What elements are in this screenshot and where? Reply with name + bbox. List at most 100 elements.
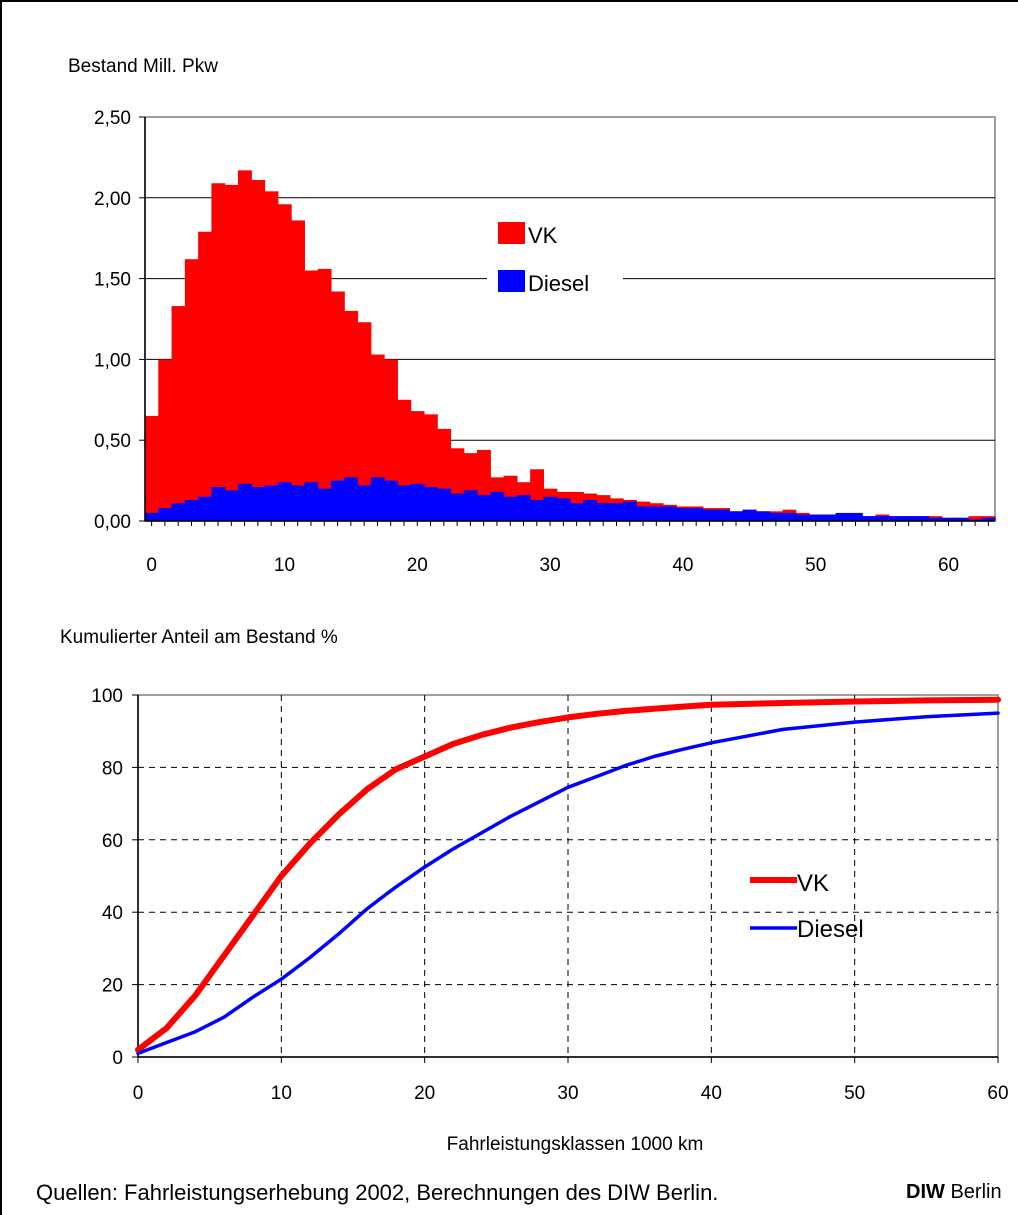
x-tick-label: 10 — [271, 1083, 292, 1104]
brand-bold: DIW — [906, 1181, 945, 1203]
bar-diesel — [384, 480, 398, 521]
bar-diesel — [888, 516, 903, 521]
bar-vk — [251, 180, 266, 522]
legend-label-vk: VK — [797, 870, 829, 897]
bar-diesel — [662, 506, 677, 521]
bar-vk — [224, 184, 239, 521]
x-tick-label: 20 — [414, 1083, 435, 1104]
series-line-diesel — [136, 711, 1000, 1056]
bar-vk — [145, 415, 159, 521]
bar-diesel — [915, 516, 930, 521]
x-tick-label: 40 — [701, 1083, 722, 1104]
bar-diesel — [516, 495, 531, 521]
legend-label-diesel: Diesel — [797, 916, 864, 943]
bar-diesel — [370, 477, 385, 521]
bar-vk — [171, 306, 186, 521]
bar-diesel — [623, 501, 638, 521]
bar-vk — [344, 310, 359, 521]
bar-diesel — [636, 506, 651, 521]
bar-diesel — [928, 517, 943, 521]
bar-vk — [968, 516, 983, 521]
bar-diesel — [184, 499, 199, 521]
bar-chart-ylabel: Bestand Mill. Pkw — [68, 56, 218, 77]
x-tick-label: 10 — [274, 555, 295, 576]
bar-diesel — [357, 485, 372, 521]
legend-swatch-diesel — [498, 270, 525, 292]
bar-diesel — [437, 488, 452, 521]
bar-diesel — [596, 503, 611, 521]
x-tick-label: 30 — [557, 1083, 578, 1104]
bar-diesel — [729, 511, 744, 521]
legend-swatch-vk — [498, 222, 525, 244]
bar-diesel — [795, 514, 810, 521]
bar-diesel — [304, 482, 319, 521]
bar-chart: 0,00 0,50 1,00 1,50 2,00 2,50 0 10 20 30 40 50 60 VK D… — [94, 108, 996, 576]
bar-vk — [317, 268, 332, 521]
brand-label: DIW Berlin — [906, 1181, 1002, 1204]
y-tick-label: 100 — [91, 686, 123, 707]
bar-diesel — [782, 512, 797, 521]
bar-diesel — [716, 509, 730, 521]
bar-vk — [237, 170, 252, 521]
x-tick-label: 0 — [146, 555, 157, 576]
bar-vk — [198, 231, 213, 521]
brand-rest: Berlin — [944, 1181, 1002, 1203]
bar-vk — [158, 359, 173, 521]
bar-diesel — [702, 509, 717, 521]
x-tick-label: 60 — [938, 555, 959, 576]
bar-diesel — [291, 485, 305, 521]
bar-diesel — [835, 512, 850, 521]
bar-vk — [330, 291, 345, 521]
bar-diesel — [769, 512, 784, 521]
bar-diesel — [689, 508, 704, 521]
y-tick-label: 80 — [102, 758, 123, 779]
bar-diesel — [941, 517, 956, 521]
bar-vk — [357, 322, 372, 521]
bar-diesel — [317, 488, 332, 521]
source-note: Quellen: Fahrleistungserhebung 2002, Ber… — [36, 1180, 719, 1205]
bar-diesel — [875, 516, 890, 521]
y-tick-label: 2,00 — [94, 189, 131, 210]
y-tick-label: 1,00 — [94, 350, 131, 371]
bar-diesel — [609, 503, 624, 521]
x-tick-label: 20 — [407, 555, 428, 576]
bar-diesel — [330, 480, 345, 521]
bar-vk — [211, 183, 226, 522]
bar-diesel — [490, 491, 505, 521]
y-tick-label: 20 — [102, 976, 123, 997]
bar-diesel — [211, 487, 226, 521]
x-tick-label: 0 — [133, 1083, 144, 1104]
bar-diesel — [198, 496, 213, 521]
bar-diesel — [145, 512, 159, 521]
y-tick-label: 0 — [112, 1048, 123, 1069]
y-tick-label: 40 — [102, 903, 123, 924]
bar-diesel — [822, 514, 837, 521]
bar-vk — [291, 220, 305, 521]
bar-diesel — [171, 503, 186, 521]
bar-diesel — [955, 517, 970, 521]
y-tick-label: 0,50 — [94, 431, 131, 452]
bar-vk — [304, 270, 319, 521]
bar-diesel — [503, 496, 518, 521]
x-tick-label: 40 — [672, 555, 693, 576]
x-axis-title: Fahrleistungsklassen 1000 km — [447, 1134, 704, 1155]
bar-diesel — [423, 487, 438, 521]
bar-diesel — [755, 511, 770, 521]
bar-diesel — [397, 485, 412, 521]
y-tick-label: 60 — [102, 831, 123, 852]
bar-vk — [184, 259, 199, 521]
x-tick-label: 50 — [805, 555, 826, 576]
bar-diesel — [237, 483, 252, 521]
bar-diesel — [477, 495, 491, 521]
x-tick-label: 30 — [540, 555, 561, 576]
bar-diesel — [556, 498, 571, 521]
y-tick-label: 0,00 — [94, 512, 131, 533]
bar-diesel — [902, 516, 916, 521]
bar-diesel — [277, 482, 292, 521]
bar-diesel — [251, 487, 266, 521]
bar-diesel — [649, 506, 664, 521]
series-line-vk — [135, 696, 1001, 1053]
bar-diesel — [344, 477, 359, 521]
bar-diesel — [530, 499, 545, 521]
